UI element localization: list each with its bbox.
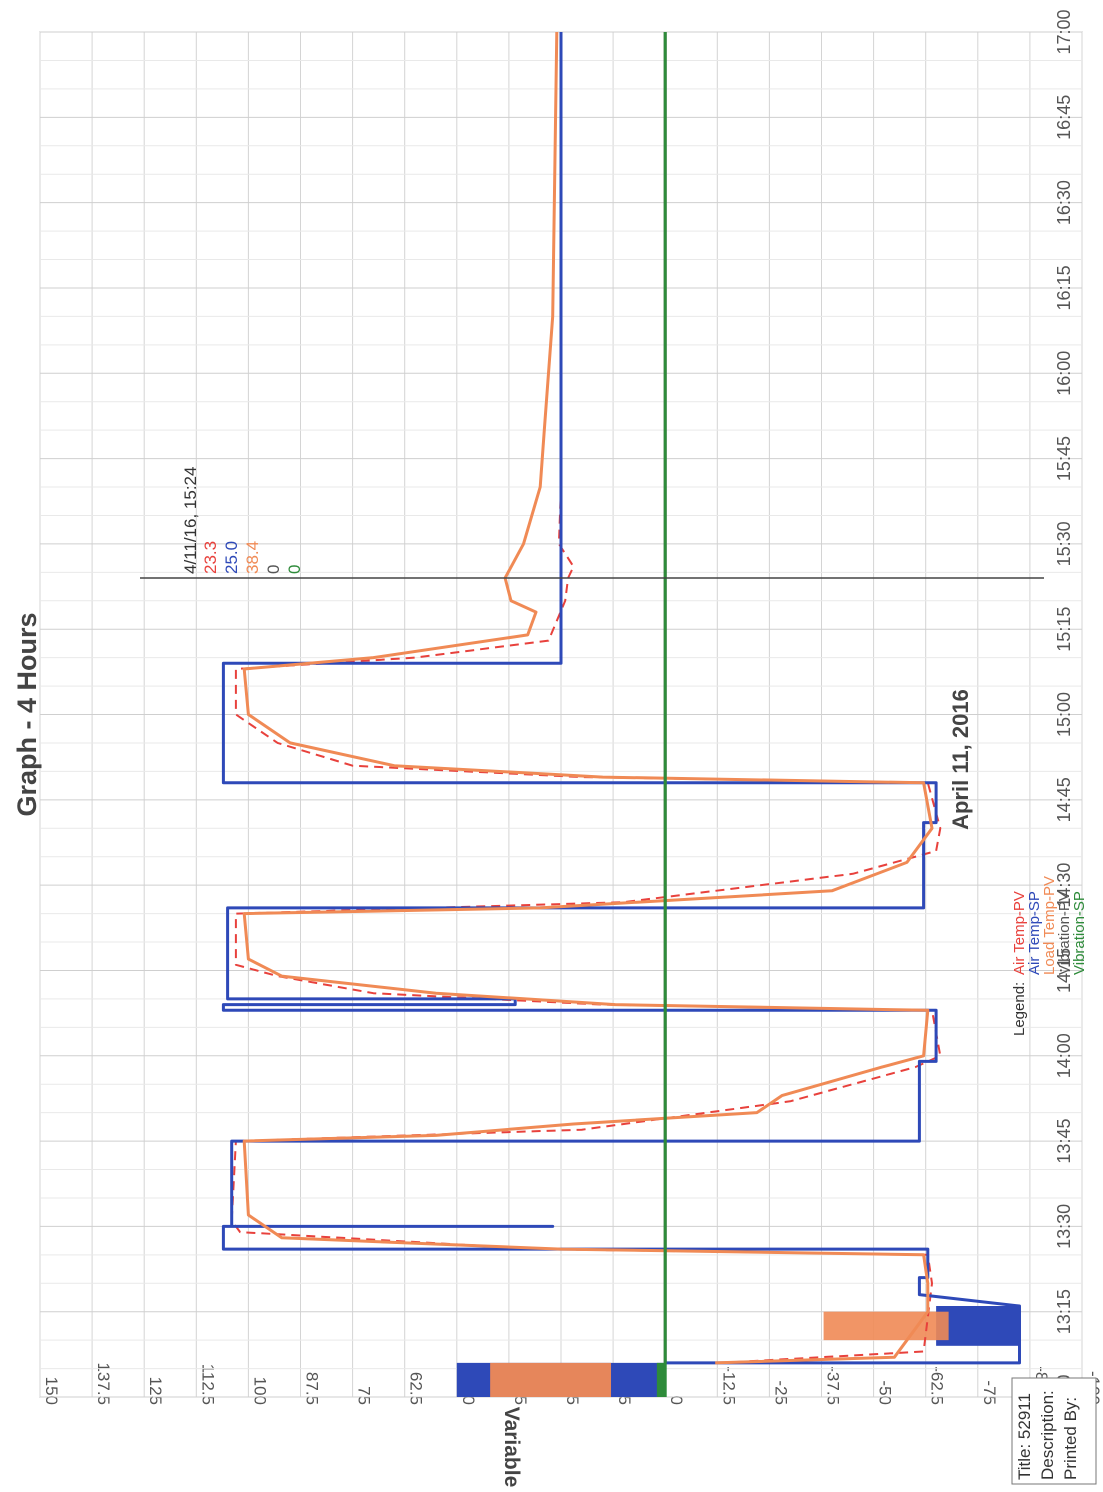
legend-entry: Load Temp-PV [1041, 876, 1058, 975]
time-tick-label: 14:15 [1054, 948, 1074, 993]
legend-title: Legend: [1011, 982, 1028, 1036]
value-tick-label: 0 [667, 1396, 686, 1405]
footer-info: Title: 52911 Description: Printed By: [1011, 1377, 1097, 1485]
series-line-load-temp-pv [242, 31, 934, 1365]
value-tick-label: 62.5 [407, 1372, 426, 1405]
y-axis-label: Variable [500, 1407, 523, 1488]
value-tick-label: -12.5 [719, 1366, 738, 1405]
chart-marks [221, 31, 1021, 1397]
cursor-readout: 4/11/16, 15:24 23.3 25.0 38.4 0 0 [140, 467, 1044, 579]
time-tick-label: 16:45 [1054, 95, 1074, 140]
series-line-air-temp-pv [230, 32, 942, 1364]
cursor-readout-value: 23.3 [201, 541, 220, 574]
legend-entry: Vibration-PV [1056, 891, 1073, 975]
time-tick-label: 15:45 [1054, 436, 1074, 481]
legend-entry: Vibration-SP [1071, 891, 1088, 975]
load-temp-pv-startup-band [490, 1362, 612, 1397]
cursor-timestamp: 4/11/16, 15:24 [181, 467, 200, 574]
value-tick-label: 137.5 [94, 1362, 113, 1405]
footer-description: Description: [1038, 1390, 1057, 1480]
time-tick-label: 13:15 [1054, 1289, 1074, 1334]
load-temp-pv-oscillation [823, 1311, 949, 1341]
plot-area: 150137.5125112.510087.57562.55037.52512.… [12, 9, 1103, 1487]
cursor-readout-value: 0 [264, 565, 283, 574]
value-tick-label: 112.5 [198, 1364, 217, 1405]
legend-entry: Air Temp-SP [1026, 891, 1043, 975]
time-tick-label: 14:45 [1054, 777, 1074, 822]
value-tick-label: 100 [250, 1377, 269, 1405]
time-tick-label: 14:00 [1054, 1033, 1074, 1078]
footer-title: Title: 52911 [1015, 1393, 1034, 1480]
time-tick-label: 13:45 [1054, 1119, 1074, 1164]
value-tick-label: 150 [42, 1377, 61, 1405]
value-tick-label: -50 [876, 1380, 895, 1405]
value-tick-label: -37.5 [824, 1366, 843, 1405]
legend-entry: Air Temp-PV [1011, 891, 1028, 975]
value-tick-label: -62.5 [928, 1366, 947, 1405]
air-temp-sp-oscillation [936, 1306, 1020, 1346]
time-tick-label: 16:30 [1054, 180, 1074, 225]
time-tick-label: 16:15 [1054, 265, 1074, 310]
value-tick-label: -25 [771, 1380, 790, 1405]
time-tick-label: 15:15 [1054, 607, 1074, 652]
x-axis-label: April 11, 2016 [948, 689, 973, 830]
value-tick-label: -75 [980, 1380, 999, 1405]
value-tick-label: 125 [146, 1377, 165, 1405]
time-tick-label: 16:00 [1054, 351, 1074, 396]
cursor-readout-value: 0 [285, 565, 304, 574]
time-tick-label: 15:00 [1054, 692, 1074, 737]
cursor-readout-value: 25.0 [222, 541, 241, 574]
footer-box [1011, 1377, 1097, 1485]
value-tick-label: 87.5 [303, 1372, 322, 1405]
time-tick-label: 13:30 [1054, 1204, 1074, 1249]
time-tick-label: 14:30 [1054, 863, 1074, 908]
time-tick-label: 17:00 [1054, 9, 1074, 54]
time-tick-label: 15:30 [1054, 521, 1074, 566]
chart-title: Graph - 4 Hours [12, 612, 42, 816]
vibration-sp-startup-band [656, 1362, 666, 1397]
cursor-readout-value: 38.4 [243, 541, 262, 574]
value-tick-label: 75 [355, 1386, 374, 1405]
footer-printed-by: Printed By: [1061, 1397, 1080, 1480]
